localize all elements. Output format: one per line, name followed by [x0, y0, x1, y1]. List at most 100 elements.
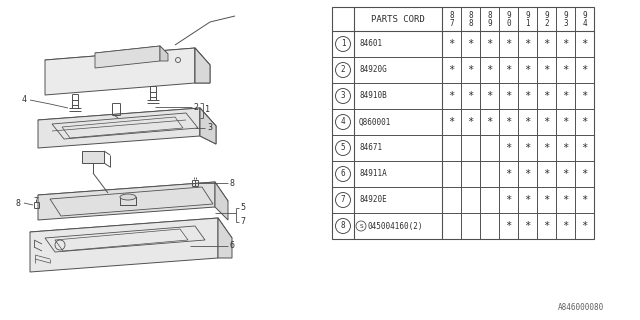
Polygon shape	[82, 151, 104, 163]
Polygon shape	[120, 197, 136, 205]
Text: 045004160(2): 045004160(2)	[368, 221, 424, 230]
Text: PARTS CORD: PARTS CORD	[371, 14, 425, 23]
Text: 84601: 84601	[359, 39, 382, 49]
Text: 2: 2	[340, 66, 346, 75]
Text: 0: 0	[506, 19, 511, 28]
Text: *: *	[524, 117, 531, 127]
Text: 84910B: 84910B	[359, 92, 387, 100]
Text: 7: 7	[240, 218, 245, 227]
Text: *: *	[449, 39, 454, 49]
Text: *: *	[543, 195, 550, 205]
Polygon shape	[38, 182, 228, 214]
Text: *: *	[467, 117, 474, 127]
Text: 2: 2	[193, 102, 198, 111]
Text: *: *	[524, 143, 531, 153]
Text: 9: 9	[525, 11, 530, 20]
Text: 84920G: 84920G	[359, 66, 387, 75]
Text: 9: 9	[563, 11, 568, 20]
Polygon shape	[30, 218, 232, 252]
Text: *: *	[563, 195, 568, 205]
Text: 6: 6	[229, 242, 234, 251]
Text: 4: 4	[582, 19, 587, 28]
Text: *: *	[543, 91, 550, 101]
Text: 8: 8	[487, 11, 492, 20]
Polygon shape	[200, 108, 216, 144]
Text: *: *	[506, 91, 511, 101]
Text: *: *	[524, 39, 531, 49]
Ellipse shape	[120, 194, 136, 200]
Polygon shape	[218, 218, 232, 258]
Text: 5: 5	[340, 143, 346, 153]
Text: 6: 6	[340, 170, 346, 179]
Text: *: *	[543, 221, 550, 231]
Text: *: *	[563, 143, 568, 153]
Text: *: *	[449, 91, 454, 101]
Text: *: *	[581, 117, 588, 127]
Text: *: *	[543, 117, 550, 127]
Text: *: *	[524, 65, 531, 75]
Text: *: *	[581, 143, 588, 153]
Text: *: *	[467, 65, 474, 75]
Text: 1: 1	[525, 19, 530, 28]
Text: 7: 7	[340, 196, 346, 204]
Text: *: *	[581, 221, 588, 231]
Text: 9: 9	[544, 11, 549, 20]
Text: *: *	[506, 117, 511, 127]
Text: *: *	[543, 39, 550, 49]
Text: 1: 1	[340, 39, 346, 49]
Text: 4: 4	[22, 95, 27, 105]
Text: *: *	[506, 169, 511, 179]
Text: 8: 8	[449, 11, 454, 20]
Text: *: *	[506, 65, 511, 75]
Text: *: *	[563, 65, 568, 75]
Text: A846000080: A846000080	[558, 303, 604, 313]
Polygon shape	[38, 182, 215, 220]
Polygon shape	[45, 48, 210, 77]
Text: *: *	[486, 39, 493, 49]
Polygon shape	[45, 48, 195, 95]
Text: 3: 3	[563, 19, 568, 28]
Text: *: *	[506, 143, 511, 153]
Polygon shape	[95, 46, 160, 68]
Bar	[332, 7, 594, 239]
Text: *: *	[563, 117, 568, 127]
Text: *: *	[486, 117, 493, 127]
Text: 8: 8	[340, 221, 346, 230]
Text: *: *	[581, 169, 588, 179]
Text: *: *	[581, 91, 588, 101]
Text: *: *	[543, 169, 550, 179]
Text: 3: 3	[207, 124, 212, 132]
Text: 9: 9	[487, 19, 492, 28]
Text: *: *	[486, 65, 493, 75]
Text: 9: 9	[506, 11, 511, 20]
Polygon shape	[195, 48, 210, 83]
Text: *: *	[506, 195, 511, 205]
Text: *: *	[563, 91, 568, 101]
Text: *: *	[449, 117, 454, 127]
Polygon shape	[195, 48, 210, 83]
Text: 84911A: 84911A	[359, 170, 387, 179]
Polygon shape	[95, 46, 168, 61]
Text: 5: 5	[240, 204, 245, 212]
Text: 8: 8	[229, 179, 234, 188]
Text: *: *	[543, 65, 550, 75]
Text: 8: 8	[468, 19, 473, 28]
Polygon shape	[215, 182, 228, 220]
Text: 8: 8	[16, 198, 21, 207]
Polygon shape	[38, 108, 216, 138]
Text: 8: 8	[468, 11, 473, 20]
Text: 84671: 84671	[359, 143, 382, 153]
Polygon shape	[160, 46, 168, 61]
Text: *: *	[486, 91, 493, 101]
Polygon shape	[200, 108, 216, 144]
Text: 84920E: 84920E	[359, 196, 387, 204]
Text: *: *	[563, 169, 568, 179]
Polygon shape	[30, 218, 218, 272]
Text: *: *	[467, 39, 474, 49]
Text: *: *	[506, 221, 511, 231]
Text: 9: 9	[582, 11, 587, 20]
Polygon shape	[38, 108, 200, 148]
Text: *: *	[467, 91, 474, 101]
Text: *: *	[581, 39, 588, 49]
Text: S: S	[359, 223, 363, 228]
